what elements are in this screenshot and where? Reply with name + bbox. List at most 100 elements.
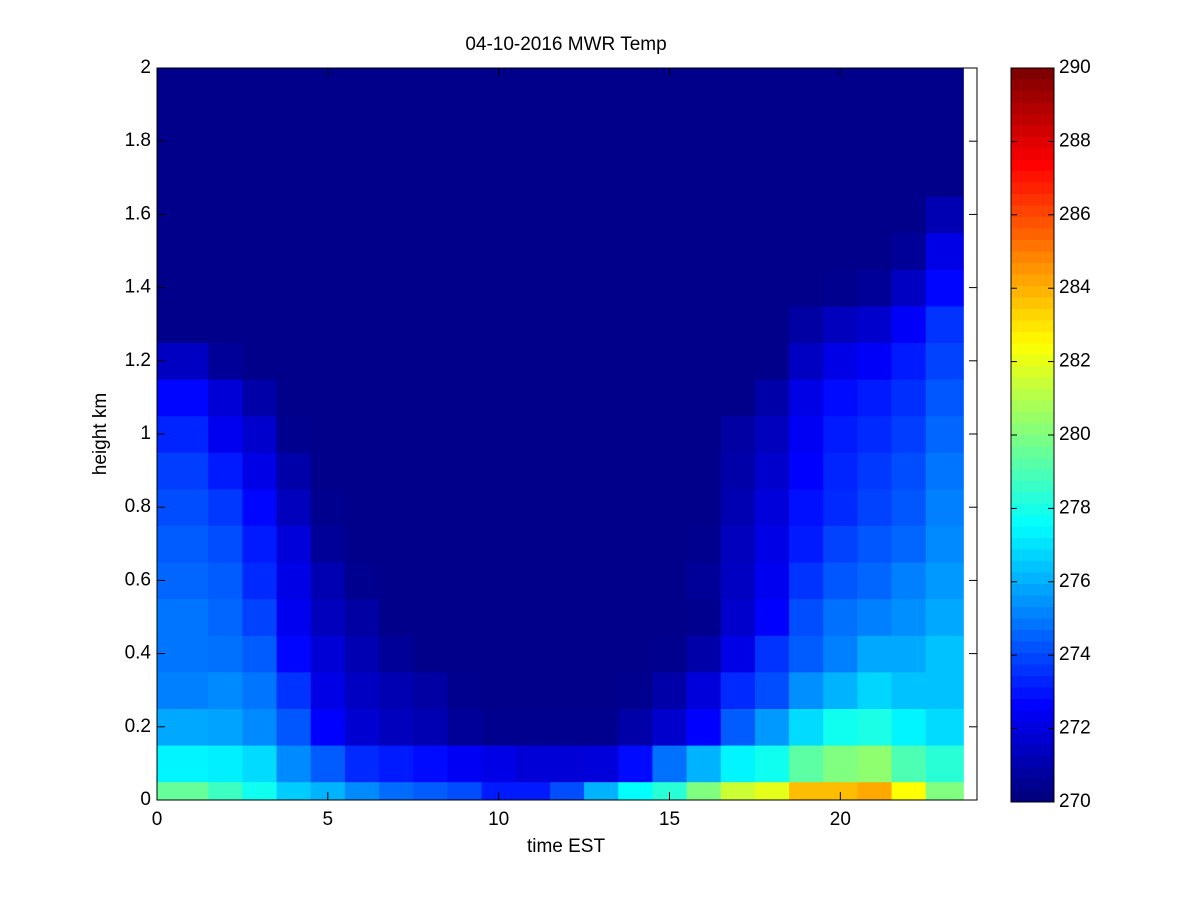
heatmap-cell	[925, 196, 964, 234]
heatmap-cell	[242, 122, 278, 160]
heatmap-cell	[823, 196, 858, 234]
heatmap-cell	[720, 122, 756, 160]
heatmap-cell	[789, 232, 824, 270]
heatmap-cell	[754, 525, 790, 563]
colorbar-tick-label: 290	[1059, 57, 1091, 78]
heatmap-cell	[447, 562, 483, 600]
heatmap-cell	[925, 525, 964, 563]
heatmap-cell	[413, 452, 448, 490]
heatmap-cell	[925, 488, 964, 526]
heatmap-cell	[276, 745, 312, 783]
heatmap-cell	[789, 708, 824, 746]
heatmap-cell	[584, 452, 619, 490]
x-tick-label: 10	[488, 809, 509, 830]
heatmap-cell	[823, 562, 858, 600]
heatmap-cell	[515, 562, 551, 600]
heatmap-cell	[276, 305, 312, 343]
heatmap-cell	[652, 562, 688, 600]
heatmap-cell	[413, 232, 448, 270]
heatmap-cell	[584, 745, 619, 783]
heatmap-cell	[413, 708, 448, 746]
heatmap-cell	[754, 452, 790, 490]
y-axis-label: height km	[90, 393, 111, 475]
heatmap-cell	[686, 745, 722, 783]
heatmap-cell	[549, 122, 585, 160]
heatmap-cell	[754, 708, 790, 746]
heatmap-cell	[549, 159, 585, 197]
heatmap-cell	[310, 379, 346, 417]
heatmap-cell	[823, 452, 858, 490]
heatmap-cell	[242, 708, 278, 746]
heatmap-cell	[584, 196, 619, 234]
heatmap-cell	[789, 269, 824, 307]
heatmap-cell	[344, 708, 380, 746]
heatmap-cell	[618, 598, 653, 636]
heatmap-cell	[276, 269, 312, 307]
heatmap-cell	[652, 708, 688, 746]
heatmap-cell	[242, 488, 278, 526]
heatmap-cell	[925, 269, 964, 307]
y-tick-label: 0.2	[125, 716, 151, 737]
heatmap-cell	[379, 86, 414, 124]
heatmap-cell	[481, 68, 517, 87]
heatmap-cell	[276, 452, 312, 490]
heatmap-cell	[310, 68, 346, 87]
heatmap-cell	[618, 745, 653, 783]
heatmap-cell	[157, 342, 209, 380]
heatmap-cell	[925, 68, 964, 87]
heatmap-cell	[310, 86, 346, 124]
heatmap-cell	[686, 68, 722, 87]
heatmap-cell	[686, 781, 722, 801]
heatmap-cell	[754, 671, 790, 709]
heatmap-cell	[515, 269, 551, 307]
y-tick-label: 2	[140, 57, 151, 78]
heatmap-cell	[276, 635, 312, 673]
heatmap-cell	[344, 122, 380, 160]
heatmap-cell	[618, 196, 653, 234]
heatmap-cell	[857, 232, 893, 270]
heatmap-cell	[686, 671, 722, 709]
heatmap-cell	[276, 488, 312, 526]
y-tick-label: 1	[140, 423, 151, 444]
heatmap-cell	[242, 86, 278, 124]
y-tick-label: 1.4	[125, 277, 152, 298]
heatmap-cell	[720, 562, 756, 600]
heatmap-cell	[310, 488, 346, 526]
heatmap-cell	[276, 781, 312, 801]
heatmap-cell	[515, 86, 551, 124]
heatmap-cell	[754, 159, 790, 197]
heatmap-cell	[925, 159, 964, 197]
heatmap-cell	[720, 305, 756, 343]
heatmap-cell	[754, 122, 790, 160]
heatmap-cell	[891, 342, 927, 380]
heatmap-cell	[157, 671, 209, 709]
heatmap-cell	[208, 305, 243, 343]
heatmap-cell	[481, 269, 517, 307]
heatmap-cell	[481, 305, 517, 343]
heatmap-cell	[208, 635, 243, 673]
heatmap-cell	[515, 635, 551, 673]
heatmap-cell	[208, 342, 243, 380]
heatmap-cell	[925, 305, 964, 343]
heatmap-cell	[754, 196, 790, 234]
heatmap-cell	[157, 159, 209, 197]
heatmap-cell	[344, 488, 380, 526]
heatmap-cell	[789, 525, 824, 563]
heatmap-cell	[686, 415, 722, 453]
heatmap-cell	[447, 635, 483, 673]
heatmap-cell	[413, 635, 448, 673]
heatmap-cell	[823, 598, 858, 636]
heatmap-cell	[720, 86, 756, 124]
heatmap-cell	[857, 562, 893, 600]
heatmap-cell	[584, 86, 619, 124]
heatmap-cell	[208, 415, 243, 453]
chart-title: 04-10-2016 MWR Temp	[465, 34, 666, 55]
heatmap-cell	[549, 305, 585, 343]
heatmap-cell	[754, 745, 790, 783]
heatmap-cell	[379, 488, 414, 526]
colorbar-tick-label: 278	[1059, 497, 1091, 518]
heatmap-cell	[208, 781, 243, 801]
heatmap-cell	[208, 232, 243, 270]
heatmap-cell	[823, 159, 858, 197]
heatmap-cell	[549, 745, 585, 783]
